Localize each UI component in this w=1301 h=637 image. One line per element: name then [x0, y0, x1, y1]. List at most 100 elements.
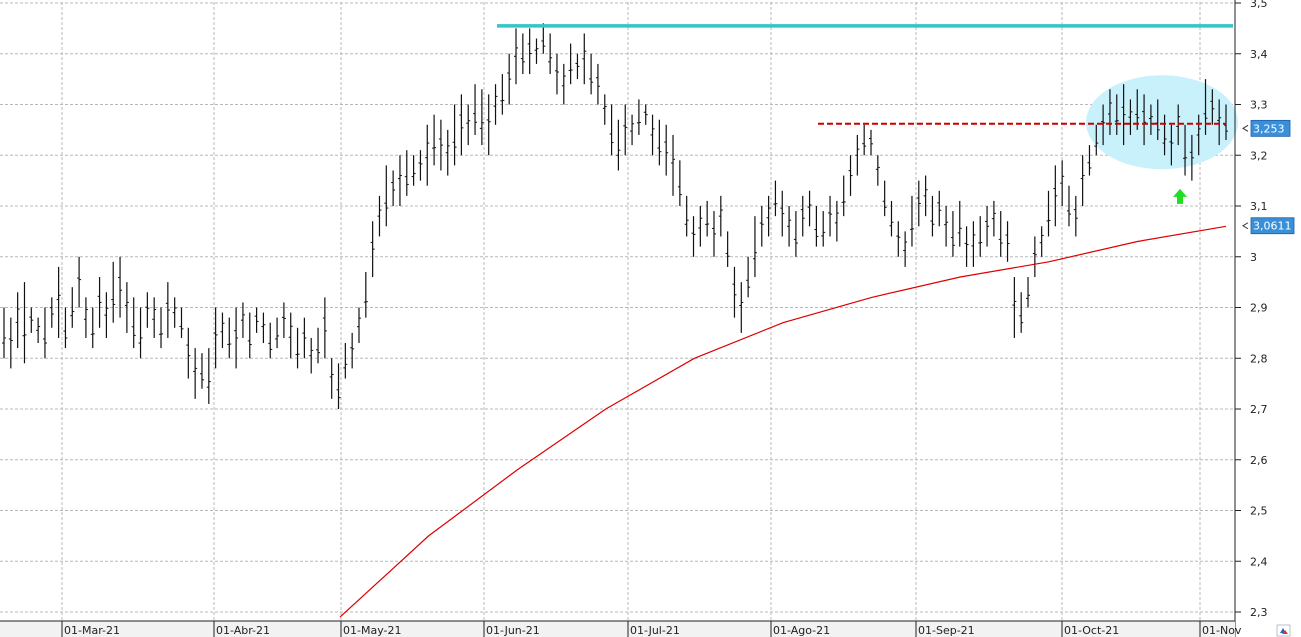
- price-bar: [671, 134, 676, 196]
- price-bar: [247, 312, 252, 359]
- price-bar: [705, 200, 710, 237]
- price-bar: [514, 28, 519, 85]
- price-bar: [1060, 160, 1065, 206]
- price-bar: [828, 195, 833, 237]
- price-bar: [1224, 104, 1228, 141]
- price-bar: [432, 114, 437, 166]
- price-bar: [193, 348, 198, 399]
- price-bar: [268, 322, 273, 359]
- price-bar: [766, 195, 771, 237]
- price-bar: [329, 358, 334, 399]
- price-bar: [159, 307, 164, 349]
- x-axis: 01-Mar-21 01-Abr-21 01-May-21 01-Jun-21 01-J…: [0, 620, 1242, 637]
- price-bar: [1005, 221, 1010, 262]
- price-bar: [316, 327, 321, 364]
- price-bar: [732, 266, 737, 318]
- price-bar: [1162, 114, 1167, 156]
- price-bar: [213, 307, 218, 369]
- y-tick-label: 3,3: [1250, 99, 1268, 112]
- price-bar: [841, 175, 846, 217]
- price-bar: [97, 277, 102, 328]
- moving-average-badge: 3,0611: [1242, 217, 1295, 235]
- price-bar: [172, 297, 177, 328]
- x-tick-label: 01-Sep-21: [918, 624, 975, 637]
- price-bar: [882, 180, 887, 217]
- price-bar: [950, 211, 955, 257]
- price-bar: [589, 53, 594, 95]
- x-tick-label: 01-Ago-21: [773, 624, 830, 637]
- price-bar: [22, 282, 27, 364]
- y-tick-label: 3,4: [1250, 48, 1268, 61]
- price-bar: [848, 155, 853, 196]
- price-bar: [1148, 104, 1153, 135]
- price-bar: [534, 38, 539, 64]
- price-bar: [971, 221, 976, 267]
- price-bar: [343, 343, 348, 379]
- price-bar: [752, 216, 757, 278]
- price-bar: [773, 180, 778, 217]
- price-bar: [384, 165, 389, 227]
- price-bar: [1019, 292, 1024, 333]
- price-bar: [780, 190, 785, 237]
- price-bar: [725, 231, 730, 267]
- y-tick-label: 2,3: [1250, 606, 1268, 619]
- price-bar: [288, 312, 293, 359]
- price-bar: [186, 327, 191, 379]
- price-bar: [104, 292, 109, 338]
- price-bar: [677, 160, 682, 206]
- price-bar: [145, 292, 150, 328]
- x-tick-label: 01-Jul-21: [630, 624, 680, 637]
- svg-text:3,253: 3,253: [1253, 122, 1285, 135]
- y-tick-label: 3,5: [1250, 0, 1268, 10]
- price-bar: [1183, 124, 1188, 176]
- price-bar: [623, 104, 628, 156]
- price-bar: [1217, 99, 1222, 146]
- price-bar: [978, 216, 983, 257]
- price-bar: [869, 129, 874, 156]
- price-bar: [1107, 89, 1112, 135]
- price-bar: [1203, 79, 1208, 135]
- price-bar: [821, 211, 826, 247]
- y-tick-label: 3: [1250, 251, 1257, 264]
- price-bar: [916, 180, 921, 227]
- consolidation-highlight: [1086, 75, 1238, 170]
- price-bar: [1094, 124, 1099, 156]
- price-bar: [923, 175, 928, 217]
- price-bar: [1196, 114, 1201, 156]
- price-bar: [377, 195, 382, 237]
- price-bar: [759, 206, 764, 247]
- price-bar: [691, 216, 696, 257]
- price-bar: [834, 200, 839, 242]
- price-bar: [800, 195, 805, 237]
- moving-average-line: [339, 225, 1227, 618]
- price-bar: [657, 119, 662, 166]
- price-bar: [459, 94, 464, 156]
- last-price-badge: 3,253: [1242, 119, 1291, 137]
- price-bar: [1012, 277, 1017, 338]
- price-bar: [739, 282, 744, 333]
- price-bar: [643, 104, 648, 125]
- price-bar: [2, 307, 6, 359]
- x-tick-label: 01-Mar-21: [64, 624, 120, 637]
- price-bar: [909, 195, 914, 247]
- price-bar: [36, 317, 41, 344]
- price-bar: [445, 129, 450, 176]
- y-tick-label: 2,4: [1250, 555, 1268, 568]
- price-bar: [609, 104, 614, 156]
- price-bar: [152, 297, 157, 338]
- price-bar: [281, 302, 286, 338]
- price-bar: [855, 134, 860, 176]
- price-bar: [1114, 94, 1119, 135]
- price-bar: [944, 206, 949, 247]
- price-bar: [261, 312, 266, 344]
- price-bar: [411, 155, 416, 186]
- price-bar: [650, 114, 655, 156]
- price-bar: [309, 337, 314, 374]
- price-bar: [896, 221, 901, 257]
- y-tick-label: 2,6: [1250, 454, 1268, 467]
- price-bar: [664, 124, 669, 176]
- price-bar: [807, 190, 812, 227]
- y-tick-label: 3,2: [1250, 149, 1268, 162]
- x-tick-label: 01-May-21: [343, 624, 401, 637]
- price-bar: [418, 150, 423, 181]
